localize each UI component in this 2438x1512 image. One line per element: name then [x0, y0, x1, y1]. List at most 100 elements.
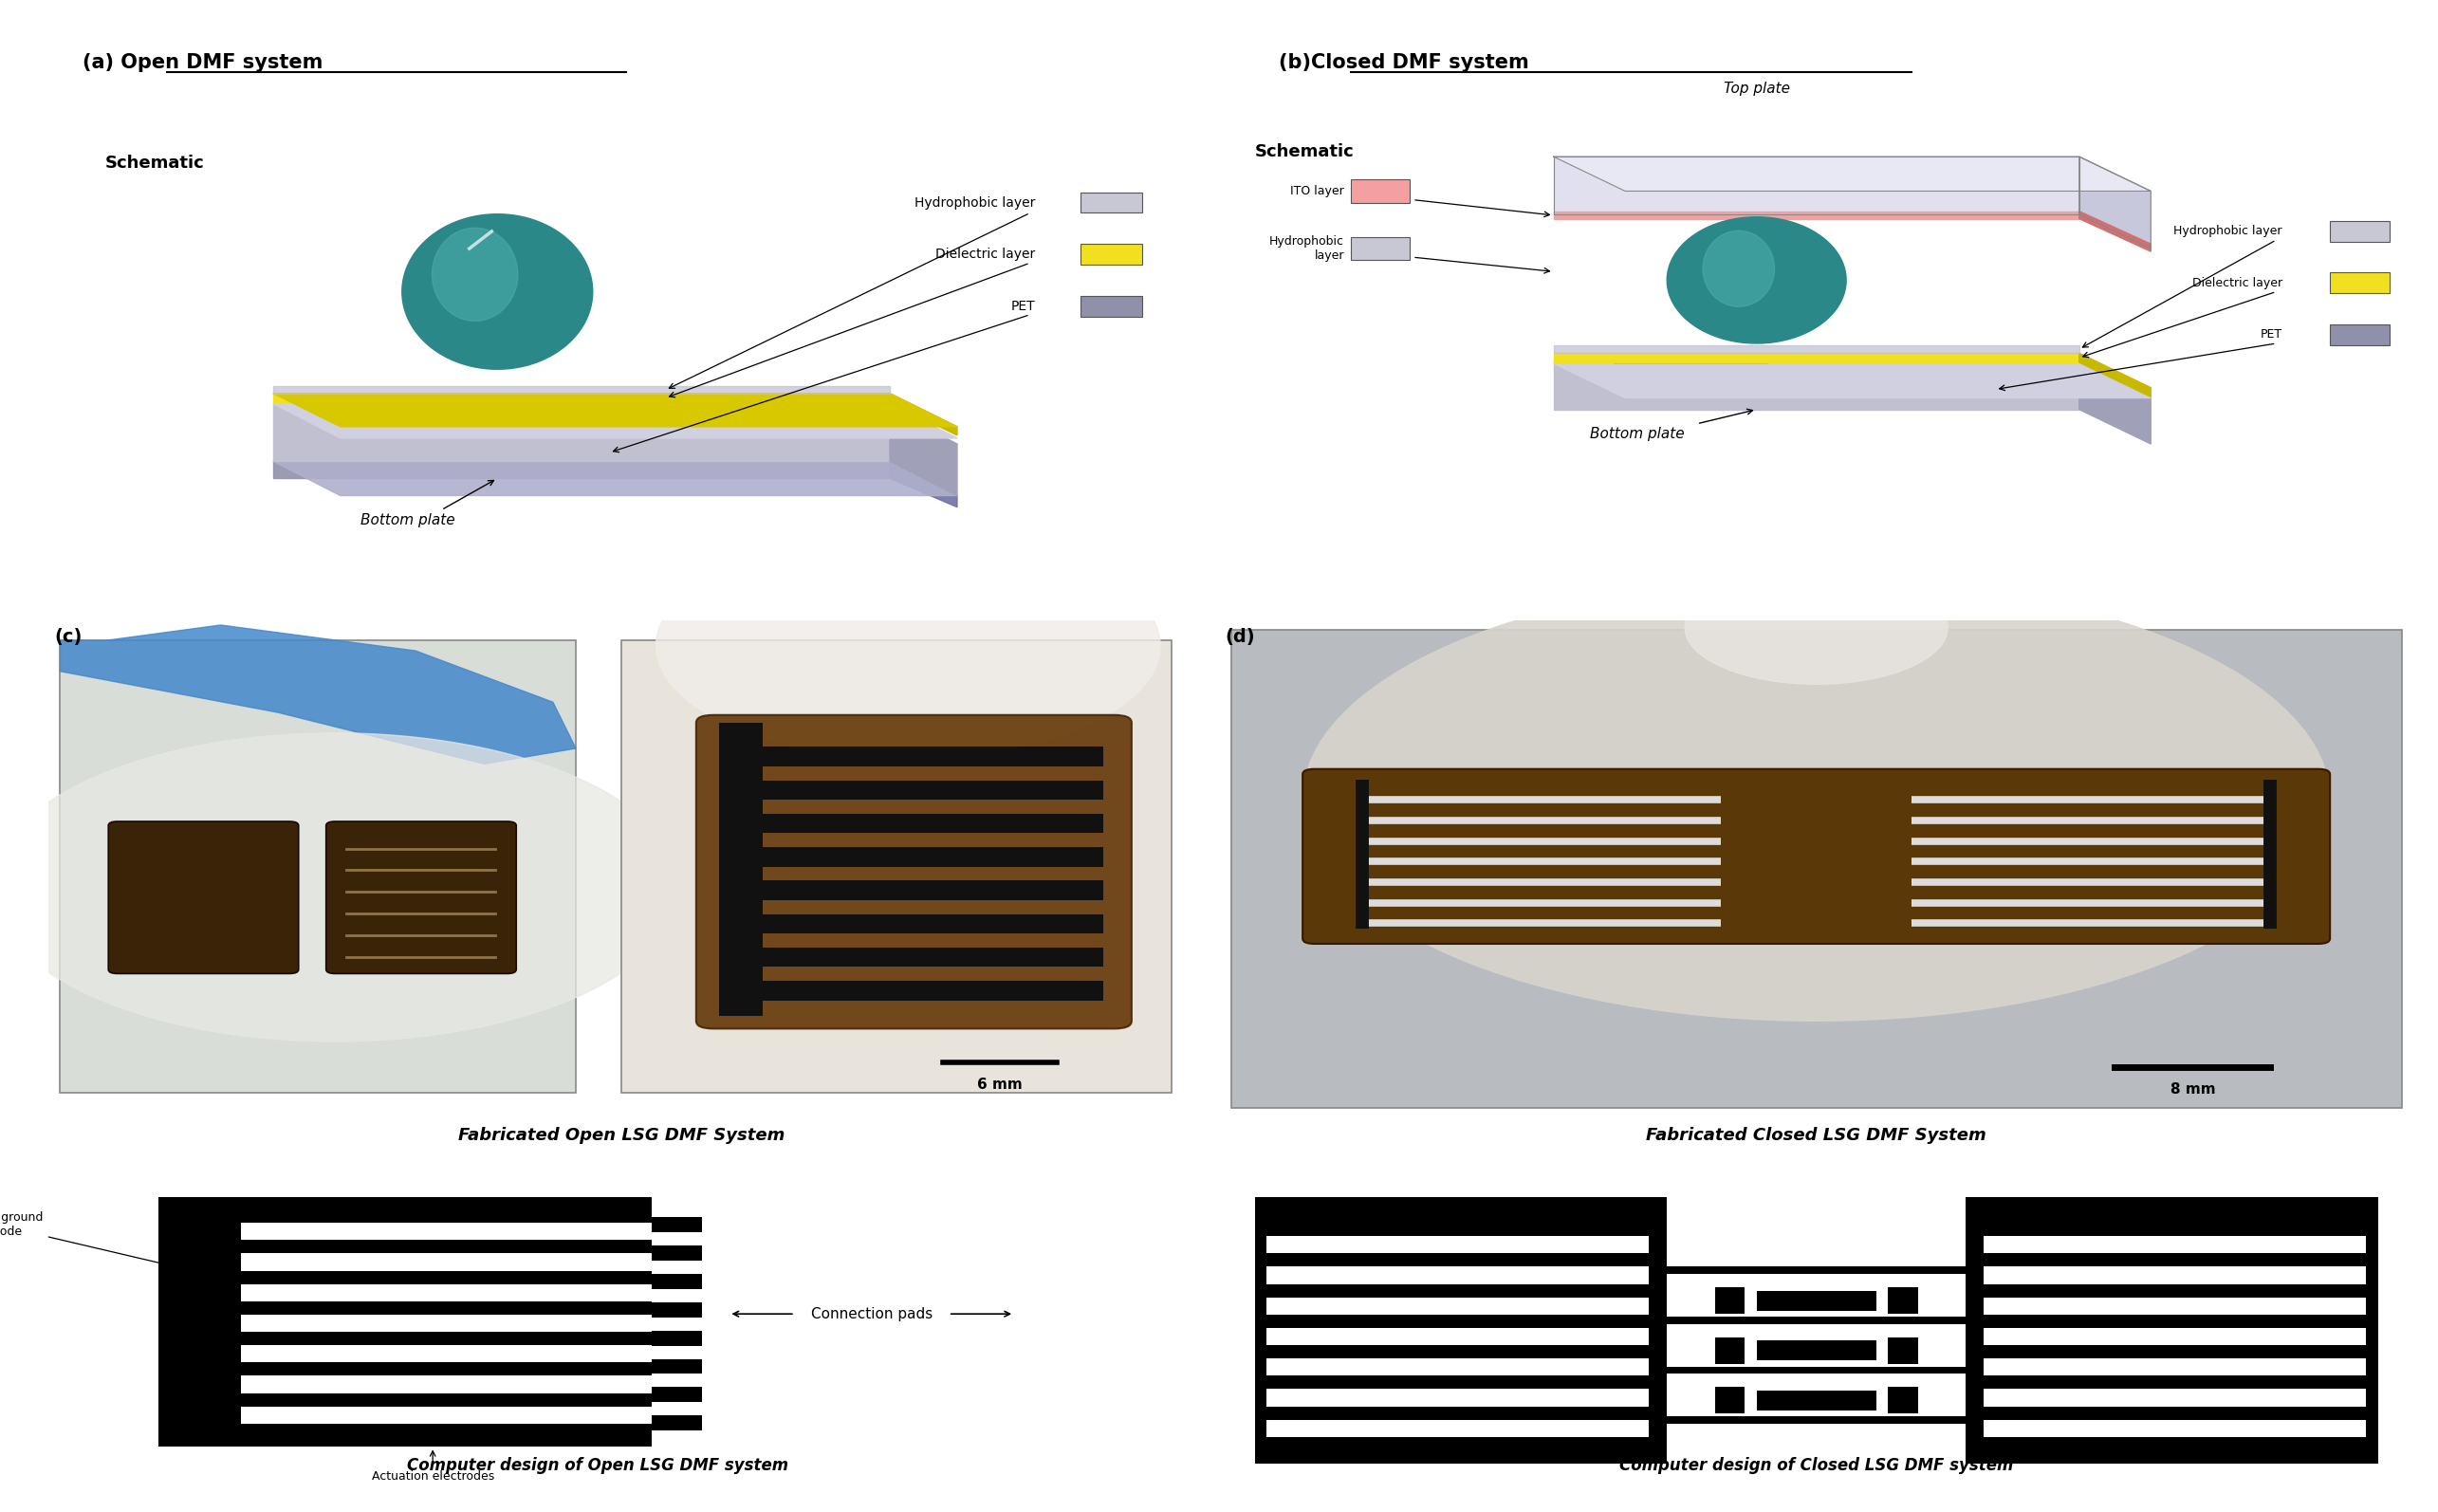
- Bar: [1648, 1198, 1668, 1464]
- Bar: [241, 1253, 653, 1270]
- Bar: [1714, 1287, 1746, 1314]
- Bar: [1668, 1317, 1965, 1325]
- Polygon shape: [1553, 354, 2080, 363]
- Polygon shape: [273, 387, 890, 393]
- Circle shape: [656, 532, 1160, 759]
- Text: Hydrophobic
layer: Hydrophobic layer: [1270, 236, 1343, 262]
- Bar: [1268, 1420, 1648, 1436]
- FancyBboxPatch shape: [327, 821, 517, 974]
- Bar: [1648, 1198, 1985, 1464]
- Bar: [622, 641, 1173, 1093]
- Bar: [2331, 272, 2389, 293]
- Bar: [1714, 1337, 1746, 1364]
- Bar: [1080, 192, 1143, 213]
- Bar: [158, 1198, 234, 1447]
- Bar: [1268, 1390, 1648, 1406]
- Bar: [653, 1387, 702, 1402]
- Polygon shape: [61, 624, 575, 764]
- Bar: [758, 948, 1102, 968]
- Polygon shape: [1553, 157, 2150, 191]
- Bar: [1614, 358, 1768, 364]
- Bar: [241, 1376, 653, 1393]
- Polygon shape: [273, 461, 890, 478]
- Text: 8 mm: 8 mm: [2170, 1083, 2216, 1096]
- Polygon shape: [273, 404, 890, 461]
- Bar: [1668, 1367, 1965, 1374]
- Text: Hydrophobic layer: Hydrophobic layer: [914, 197, 1036, 209]
- Polygon shape: [2080, 212, 2150, 251]
- Polygon shape: [1553, 363, 2080, 410]
- Text: (c): (c): [54, 627, 83, 646]
- Bar: [241, 1406, 653, 1424]
- Polygon shape: [273, 393, 958, 426]
- Circle shape: [0, 733, 678, 1042]
- Bar: [1268, 1328, 1648, 1346]
- Bar: [1668, 1267, 1965, 1275]
- Bar: [1965, 1198, 1985, 1464]
- Text: PET: PET: [2260, 328, 2282, 340]
- Bar: [1668, 1417, 1965, 1424]
- Polygon shape: [1553, 345, 2080, 354]
- Polygon shape: [2080, 354, 2150, 396]
- Bar: [1985, 1328, 2365, 1346]
- FancyBboxPatch shape: [697, 715, 1131, 1028]
- Polygon shape: [1553, 212, 2080, 219]
- Bar: [1080, 296, 1143, 316]
- Polygon shape: [1553, 157, 2080, 215]
- Bar: [758, 780, 1102, 800]
- Bar: [61, 641, 575, 1093]
- Bar: [719, 723, 763, 1016]
- Bar: [758, 880, 1102, 900]
- Polygon shape: [890, 461, 958, 507]
- Bar: [385, 399, 553, 405]
- Bar: [241, 1223, 653, 1240]
- Text: PET: PET: [1012, 299, 1036, 313]
- Bar: [653, 1246, 702, 1261]
- FancyBboxPatch shape: [107, 821, 297, 974]
- Bar: [653, 1217, 702, 1232]
- Bar: [1721, 779, 1911, 933]
- Polygon shape: [273, 461, 958, 496]
- Text: Schematic: Schematic: [1256, 144, 1353, 160]
- Polygon shape: [273, 393, 890, 402]
- Text: (d): (d): [1224, 627, 1256, 646]
- Text: Fabricated Open LSG DMF System: Fabricated Open LSG DMF System: [458, 1126, 785, 1143]
- Bar: [1268, 1297, 1648, 1314]
- Bar: [1985, 1297, 2365, 1314]
- Text: Hydrophobic layer: Hydrophobic layer: [2175, 225, 2282, 237]
- Polygon shape: [1668, 218, 1846, 343]
- Text: Actuation electrodes: Actuation electrodes: [371, 1470, 495, 1483]
- Bar: [1755, 1341, 1877, 1361]
- Text: Computer design of Closed LSG DMF system: Computer design of Closed LSG DMF system: [1619, 1458, 2014, 1474]
- Bar: [1714, 1387, 1746, 1414]
- Bar: [653, 1275, 702, 1288]
- Polygon shape: [1553, 363, 2150, 398]
- Bar: [653, 1302, 702, 1317]
- Text: Connection pads: Connection pads: [812, 1306, 931, 1321]
- Bar: [653, 1331, 702, 1346]
- Bar: [1985, 1390, 2365, 1406]
- Bar: [2331, 221, 2389, 242]
- Bar: [1985, 1420, 2365, 1436]
- Polygon shape: [890, 393, 958, 435]
- Polygon shape: [2080, 363, 2150, 445]
- Polygon shape: [273, 404, 958, 438]
- Bar: [1985, 1237, 2365, 1253]
- Text: Schematic: Schematic: [105, 154, 205, 172]
- Bar: [653, 1359, 702, 1374]
- Text: Dielectric layer: Dielectric layer: [2192, 277, 2282, 289]
- Bar: [158, 1198, 653, 1447]
- Text: 6 mm: 6 mm: [978, 1078, 1022, 1092]
- Text: (b)Closed DMF system: (b)Closed DMF system: [1278, 53, 1529, 73]
- Bar: [1268, 1358, 1648, 1376]
- Bar: [1887, 1287, 1919, 1314]
- Text: Bottom plate: Bottom plate: [1590, 426, 1685, 442]
- Text: Top plate: Top plate: [1724, 82, 1789, 97]
- Bar: [758, 747, 1102, 767]
- Bar: [1080, 243, 1143, 265]
- Text: (a) Open DMF system: (a) Open DMF system: [83, 53, 322, 73]
- Bar: [1268, 1237, 1648, 1253]
- Text: Computer design of Open LSG DMF system: Computer design of Open LSG DMF system: [407, 1458, 787, 1474]
- Text: Fabricated Closed LSG DMF System: Fabricated Closed LSG DMF System: [1646, 1126, 1987, 1143]
- Polygon shape: [2080, 157, 2150, 248]
